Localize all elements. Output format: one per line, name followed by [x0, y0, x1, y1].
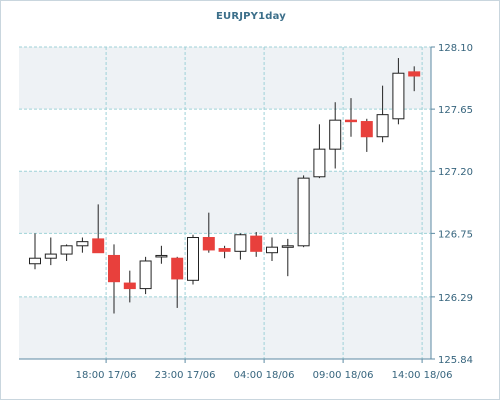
candle-body-down [171, 257, 184, 280]
chart-title: EURJPY1day [215, 11, 287, 22]
candle-body-up [187, 237, 199, 281]
candle [297, 175, 310, 248]
candle [44, 237, 57, 266]
y-tick-label: 128.10 [438, 43, 473, 54]
candle [155, 245, 168, 264]
candle [76, 237, 89, 253]
x-tick-label: 04:00 18/06 [234, 370, 295, 381]
candle-body-up [329, 119, 342, 150]
candle [92, 204, 105, 254]
y-band [19, 296, 431, 359]
y-band [19, 171, 431, 234]
candle [313, 124, 326, 179]
y-tick-label: 126.75 [438, 229, 473, 240]
candles [29, 58, 421, 314]
candle [60, 244, 73, 261]
candle-body-up [76, 241, 89, 247]
candle-body-up [266, 246, 278, 254]
candle [329, 102, 342, 169]
y-tick-label: 126.29 [438, 293, 473, 304]
y-tick-label: 127.65 [438, 105, 473, 116]
candle [123, 270, 136, 303]
candle-body-up [313, 148, 326, 178]
y-band [19, 47, 431, 110]
candle-body-up [376, 114, 389, 138]
x-tick-label: 14:00 18/06 [392, 370, 453, 381]
candle [250, 231, 263, 257]
candle [345, 98, 357, 137]
tick-labels: 125.84 126.29 126.75 127.20 127.65 128.10 18:0… [76, 43, 473, 381]
candle [29, 233, 41, 270]
candle-body-up [29, 257, 41, 265]
candle [266, 237, 278, 261]
candle-body-down [92, 238, 105, 254]
candle-body-up [155, 254, 168, 258]
candle [281, 238, 294, 277]
y-bands [19, 47, 431, 359]
candle-body-down [360, 121, 373, 138]
candle [202, 212, 215, 253]
x-tick-label: 09:00 18/06 [313, 370, 374, 381]
x-tick-label: 23:00 17/06 [155, 370, 216, 381]
candle-body-up [139, 260, 152, 290]
candle-body-down [108, 254, 120, 283]
candle-body-down [408, 71, 421, 77]
x-tick-label: 18:00 17/06 [76, 370, 137, 381]
candle [376, 85, 389, 143]
candle-body-down [218, 248, 231, 252]
candle-body-up [392, 72, 405, 120]
candle [139, 256, 152, 295]
candle [171, 256, 184, 308]
candle [108, 244, 120, 314]
candle [234, 233, 247, 260]
candle-body-down [202, 237, 215, 251]
candle [408, 66, 421, 92]
candle-body-down [250, 235, 263, 252]
axes [19, 46, 435, 363]
candle [218, 245, 231, 259]
candle-body-up [281, 245, 294, 248]
candle [360, 118, 373, 152]
candle-body-up [234, 234, 247, 252]
y-tick-label: 127.20 [438, 167, 473, 178]
candle-body-down [123, 282, 136, 290]
candle-body-up [297, 177, 310, 247]
candle-body-up [44, 253, 57, 259]
candle [392, 58, 405, 125]
candle [187, 234, 199, 285]
y-tick-label: 125.84 [438, 355, 473, 366]
candle-body-down [345, 119, 357, 123]
candle-body-up [60, 245, 73, 255]
